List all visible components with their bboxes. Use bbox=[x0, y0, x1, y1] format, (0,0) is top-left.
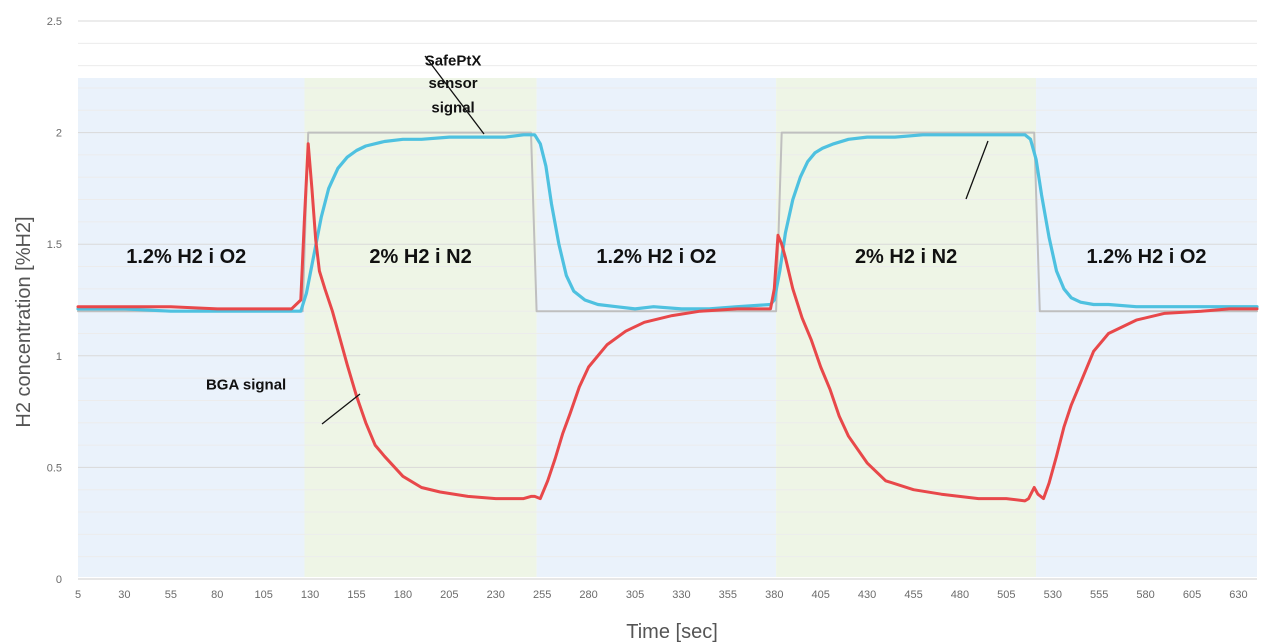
x-tick-label: 305 bbox=[626, 589, 644, 601]
x-tick-label: 155 bbox=[347, 589, 365, 601]
band-label-5: 1.2% H2 i O2 bbox=[1086, 246, 1206, 268]
x-tick-label: 230 bbox=[487, 589, 505, 601]
x-tick-label: 330 bbox=[672, 589, 690, 601]
x-axis-label: Time [sec] bbox=[626, 621, 718, 643]
safeptx-annotation-line-2: sensor bbox=[428, 75, 477, 92]
band-label-1: 1.2% H2 i O2 bbox=[126, 246, 246, 268]
safeptx-annotation-line-1: SafePtX bbox=[425, 53, 482, 70]
series-lines bbox=[76, 131, 1259, 503]
x-tick-label: 105 bbox=[254, 589, 272, 601]
x-tick-label: 80 bbox=[211, 589, 223, 601]
safeptx-leader-line bbox=[424, 55, 485, 135]
y-tick-label: 0 bbox=[56, 574, 62, 586]
band-label-4: 2% H2 i N2 bbox=[855, 246, 957, 268]
x-tick-label: 630 bbox=[1229, 589, 1247, 601]
x-tick-label: 5 bbox=[75, 589, 81, 601]
band-label-3: 1.2% H2 i O2 bbox=[596, 246, 716, 268]
x-tick-label: 480 bbox=[951, 589, 969, 601]
band-4 bbox=[776, 78, 1037, 577]
x-tick-label: 380 bbox=[765, 589, 783, 601]
annotations: SafePtX sensor signal BGA signal bbox=[206, 53, 989, 425]
x-tick-label: 30 bbox=[118, 589, 130, 601]
x-tick-label: 430 bbox=[858, 589, 876, 601]
band-1 bbox=[78, 78, 305, 577]
x-tick-label: 405 bbox=[811, 589, 829, 601]
y-tick-label: 2 bbox=[56, 128, 62, 140]
safeptx-annotation-line-3: signal bbox=[431, 100, 474, 117]
x-tick-label: 605 bbox=[1183, 589, 1201, 601]
x-tick-label: 180 bbox=[394, 589, 412, 601]
x-tick-label: 355 bbox=[719, 589, 737, 601]
x-tick-label: 130 bbox=[301, 589, 319, 601]
band-5 bbox=[1036, 78, 1257, 577]
y-axis-ticks: 0 0.5 1 1.5 2 2.5 bbox=[47, 16, 62, 586]
band-labels: 1.2% H2 i O2 2% H2 i N2 1.2% H2 i O2 2% H2 … bbox=[126, 246, 1206, 268]
x-axis-ticks: 5 30 55 80 105 130 155 180 205 230 255 280 305 330 355… bbox=[75, 589, 1248, 601]
x-tick-label: 205 bbox=[440, 589, 458, 601]
band-3 bbox=[536, 78, 777, 577]
safeptx-sensor-line bbox=[76, 133, 1259, 313]
y-tick-label: 2.5 bbox=[47, 16, 62, 28]
x-tick-label: 55 bbox=[165, 589, 177, 601]
y-tick-label: 1 bbox=[56, 351, 62, 363]
x-tick-label: 555 bbox=[1090, 589, 1108, 601]
bga-signal-line bbox=[76, 142, 1259, 503]
gas-mixture-bands bbox=[78, 78, 1257, 577]
band-2 bbox=[304, 78, 537, 577]
bga-signal-annotation: BGA signal bbox=[206, 376, 286, 393]
x-tick-label: 530 bbox=[1044, 589, 1062, 601]
band-label-2: 2% H2 i N2 bbox=[369, 246, 471, 268]
x-tick-label: 455 bbox=[904, 589, 922, 601]
bga-leader-line bbox=[321, 393, 361, 425]
y-tick-label: 0.5 bbox=[47, 462, 62, 474]
x-tick-label: 255 bbox=[533, 589, 551, 601]
x-tick-label: 280 bbox=[579, 589, 597, 601]
safeptx-leader-line-2 bbox=[965, 140, 989, 200]
y-tick-label: 1.5 bbox=[47, 239, 62, 251]
grid-lines bbox=[78, 20, 1257, 580]
x-tick-label: 580 bbox=[1136, 589, 1154, 601]
x-tick-label: 505 bbox=[997, 589, 1015, 601]
y-axis-label: H2 concentration [%H2] bbox=[13, 216, 35, 427]
